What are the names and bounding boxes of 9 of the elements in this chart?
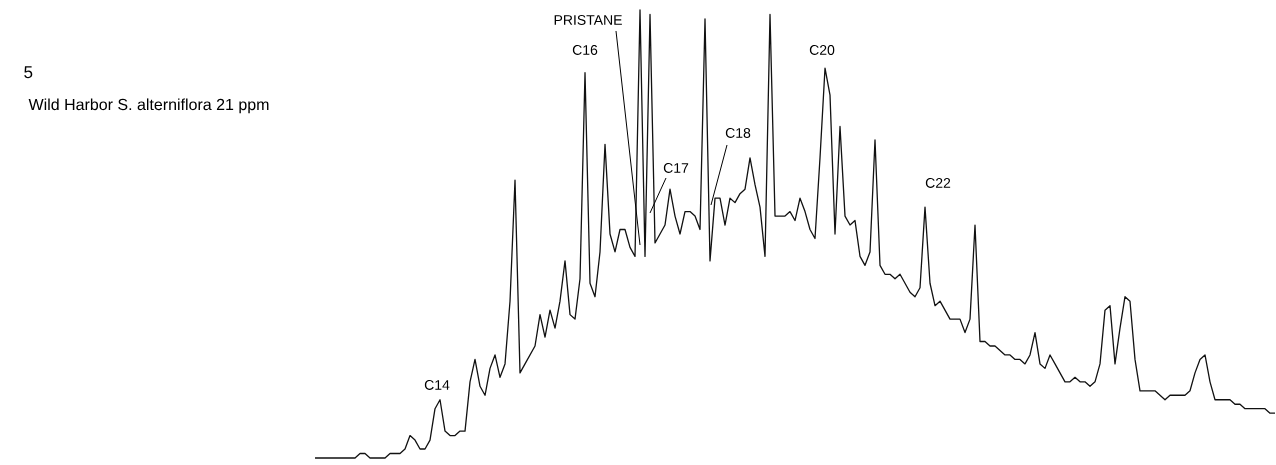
annotation: C16: [572, 45, 598, 55]
annotation: C14: [424, 380, 450, 390]
annotation: PRISTANE: [554, 15, 622, 25]
annotation: C18: [725, 128, 751, 138]
annotation: C22: [925, 178, 951, 188]
text: 5: [24, 66, 33, 79]
annotation: C17: [663, 163, 689, 173]
text: Wild Harbor S. alterniflora 21 ppm: [28, 98, 269, 114]
annotation: C20: [809, 45, 835, 55]
